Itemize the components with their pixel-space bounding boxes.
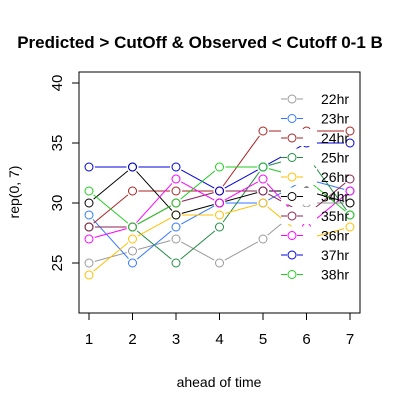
data-point xyxy=(129,247,137,255)
legend-label: 36hr xyxy=(321,228,349,244)
legend-item: 36hr xyxy=(281,227,349,244)
legend-label: 35hr xyxy=(321,208,349,224)
series-segment xyxy=(225,242,258,260)
legend-label: 22hr xyxy=(321,91,349,107)
x-tick-label: 7 xyxy=(346,331,354,348)
data-point xyxy=(259,163,267,171)
y-tick-label: 35 xyxy=(49,135,66,152)
legend-item: 26hr xyxy=(281,168,349,185)
data-point xyxy=(129,187,137,195)
legend-item: 22hr xyxy=(281,90,349,107)
y-tick-label: 25 xyxy=(49,255,66,272)
legend-item: 23hr xyxy=(281,110,349,127)
legend-item: 35hr xyxy=(281,207,349,224)
y-axis: 25 30 35 40 xyxy=(49,75,79,272)
data-point xyxy=(85,223,93,231)
series-segment xyxy=(93,219,128,258)
data-point xyxy=(85,163,93,171)
data-point xyxy=(172,235,180,243)
data-point xyxy=(85,271,93,279)
y-tick-label: 30 xyxy=(49,195,66,212)
data-point xyxy=(129,259,137,267)
legend-label: 37hr xyxy=(321,247,349,263)
legend-label: 34hr xyxy=(321,189,349,205)
x-axis-label: ahead of time xyxy=(177,374,262,390)
x-tick-label: 6 xyxy=(302,331,310,348)
series-segment xyxy=(225,205,257,214)
series-segment xyxy=(94,243,128,271)
series-segment xyxy=(181,171,215,199)
plot-frame xyxy=(79,72,360,313)
data-point xyxy=(129,223,137,231)
data-point xyxy=(85,211,93,219)
data-point xyxy=(172,199,180,207)
series-segment xyxy=(95,229,127,238)
series-segment xyxy=(137,183,172,222)
legend-item: 38hr xyxy=(281,266,349,283)
data-point xyxy=(259,235,267,243)
legend-label: 24hr xyxy=(321,130,349,146)
chart-title: Predicted > CutOff & Observed < Cutoff 0… xyxy=(17,33,383,52)
data-point xyxy=(172,187,180,195)
data-point xyxy=(85,199,93,207)
legend-item: 25hr xyxy=(281,149,349,166)
legend-label: 23hr xyxy=(321,111,349,127)
data-point xyxy=(172,211,180,219)
x-tick-label: 3 xyxy=(172,331,180,348)
x-axis: 1 2 3 4 5 6 7 xyxy=(85,313,354,348)
x-tick-label: 2 xyxy=(128,331,136,348)
legend-item: 34hr xyxy=(281,188,349,205)
data-point xyxy=(85,187,93,195)
legend-label: 26hr xyxy=(321,169,349,185)
data-point xyxy=(259,127,267,135)
data-point xyxy=(216,211,224,219)
legend-item: 37hr xyxy=(281,246,349,263)
data-point xyxy=(259,187,267,195)
legend-label: 25hr xyxy=(321,150,349,166)
data-point xyxy=(216,163,224,171)
data-point xyxy=(172,175,180,183)
data-point xyxy=(172,223,180,231)
data-point xyxy=(259,199,267,207)
data-point xyxy=(216,223,224,231)
series-segment xyxy=(138,218,171,236)
series-segment xyxy=(225,170,258,188)
y-tick-label: 40 xyxy=(49,75,66,92)
x-tick-label: 5 xyxy=(259,331,267,348)
legend-label: 38hr xyxy=(321,267,349,283)
series-segment xyxy=(94,171,128,199)
data-point xyxy=(85,235,93,243)
y-axis-label: rep(0, 7) xyxy=(6,166,22,219)
data-point xyxy=(172,259,180,267)
x-tick-label: 1 xyxy=(85,331,93,348)
data-point xyxy=(129,163,137,171)
series-37hr xyxy=(85,139,354,195)
data-point xyxy=(129,235,137,243)
legend-item: 24hr xyxy=(281,129,349,146)
data-point xyxy=(216,259,224,267)
data-point xyxy=(216,187,224,195)
data-point xyxy=(172,163,180,171)
data-point xyxy=(85,259,93,267)
series-segment xyxy=(181,231,215,259)
data-point xyxy=(259,175,267,183)
x-tick-label: 4 xyxy=(215,331,223,348)
data-point xyxy=(216,199,224,207)
